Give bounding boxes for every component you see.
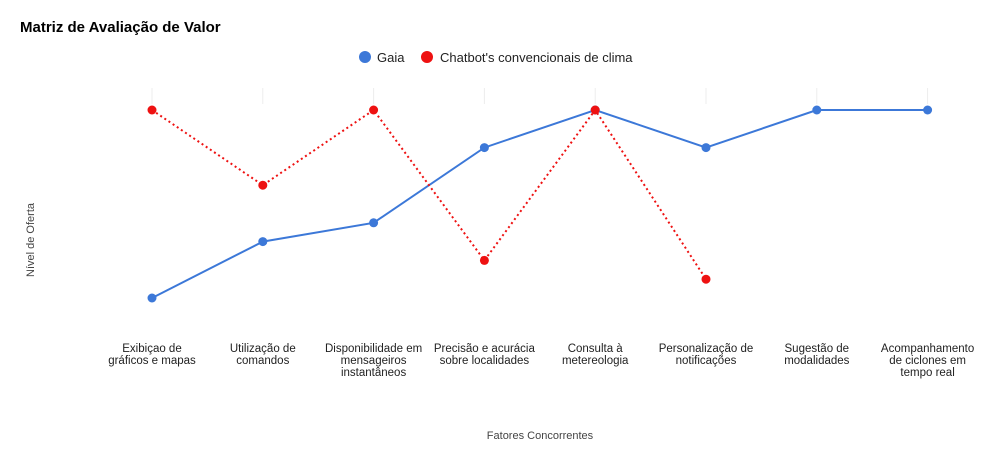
legend-item-gaia[interactable]: Gaia xyxy=(359,50,405,65)
y-axis-title: Nível de Oferta xyxy=(25,202,37,277)
x-tick-label-line: tempo real xyxy=(900,367,954,379)
data-point-chatbots[interactable] xyxy=(479,255,489,265)
legend-label-gaia: Gaia xyxy=(377,50,405,65)
x-tick-label: Utilização de comandos xyxy=(230,343,296,367)
x-tick-label-line: Exibiçao de xyxy=(122,343,181,355)
x-tick-label: Personalização de notificações xyxy=(659,343,754,367)
data-point-chatbots[interactable] xyxy=(590,105,600,115)
x-axis-title: Fatores Concorrentes xyxy=(487,430,594,442)
x-tick-label-line: Consulta à xyxy=(568,343,624,355)
x-tick-label-line: notificações xyxy=(676,355,737,367)
x-tick-label: Precisão e acurácia sobre localidades xyxy=(434,343,536,367)
x-tick-label-line: gráficos e mapas xyxy=(108,355,196,367)
x-tick-label-line: modalidades xyxy=(784,355,849,367)
x-tick-label-line: Precisão e acurácia xyxy=(434,343,536,355)
x-tick-label-line: mensageiros xyxy=(341,355,407,367)
x-tick-label: Disponibilidade em mensageiros instantâneo… xyxy=(325,343,422,379)
x-tick-label: Exibiçao de gráficos e mapas xyxy=(108,343,196,367)
x-tick-label: Sugestão de modalidades xyxy=(784,343,849,367)
x-tick-label-line: Utilização de xyxy=(230,343,296,355)
x-tick-label-line: instantâneos xyxy=(341,367,406,379)
data-point-gaia[interactable] xyxy=(479,143,489,153)
data-point-gaia[interactable] xyxy=(258,237,268,247)
x-tick-label-line: Personalização de xyxy=(659,343,754,355)
data-point-chatbots[interactable] xyxy=(701,274,711,284)
legend-label-chatbots: Chatbot's convencionais de clima xyxy=(440,50,633,65)
x-tick-label-line: Sugestão de xyxy=(785,343,850,355)
series-line-gaia xyxy=(151,108,928,299)
x-tick-label: Consulta à metereologia xyxy=(562,343,629,367)
plot-area xyxy=(147,88,933,303)
legend-marker-gaia xyxy=(359,51,371,63)
data-point-chatbots[interactable] xyxy=(369,105,379,115)
series-line-chatbots xyxy=(151,108,707,280)
x-tick-label-line: sobre localidades xyxy=(440,355,530,367)
data-point-chatbots[interactable] xyxy=(147,105,157,115)
legend-marker-chatbots xyxy=(421,51,433,63)
x-tick-label-line: Disponibilidade em xyxy=(325,343,422,355)
x-tick-label-line: metereologia xyxy=(562,355,629,367)
data-point-chatbots[interactable] xyxy=(258,180,268,190)
data-point-gaia[interactable] xyxy=(147,293,157,303)
x-tick-label-line: de ciclones em xyxy=(889,355,966,367)
data-point-gaia[interactable] xyxy=(812,105,822,115)
data-point-gaia[interactable] xyxy=(923,105,933,115)
x-tick-label: Acompanhamento de ciclones em tempo real xyxy=(881,343,974,379)
chart-title: Matriz de Avaliação de Valor xyxy=(20,19,221,36)
legend-item-chatbots[interactable]: Chatbot's convencionais de clima xyxy=(421,50,633,65)
data-point-gaia[interactable] xyxy=(701,143,711,153)
x-tick-label-line: Acompanhamento xyxy=(881,343,974,355)
x-axis-ticks: Exibiçao de gráficos e mapas Utilização de… xyxy=(108,343,974,379)
legend: Gaia Chatbot's convencionais de clima xyxy=(359,50,633,65)
x-tick-label-line: comandos xyxy=(236,355,289,367)
data-point-gaia[interactable] xyxy=(369,218,379,228)
